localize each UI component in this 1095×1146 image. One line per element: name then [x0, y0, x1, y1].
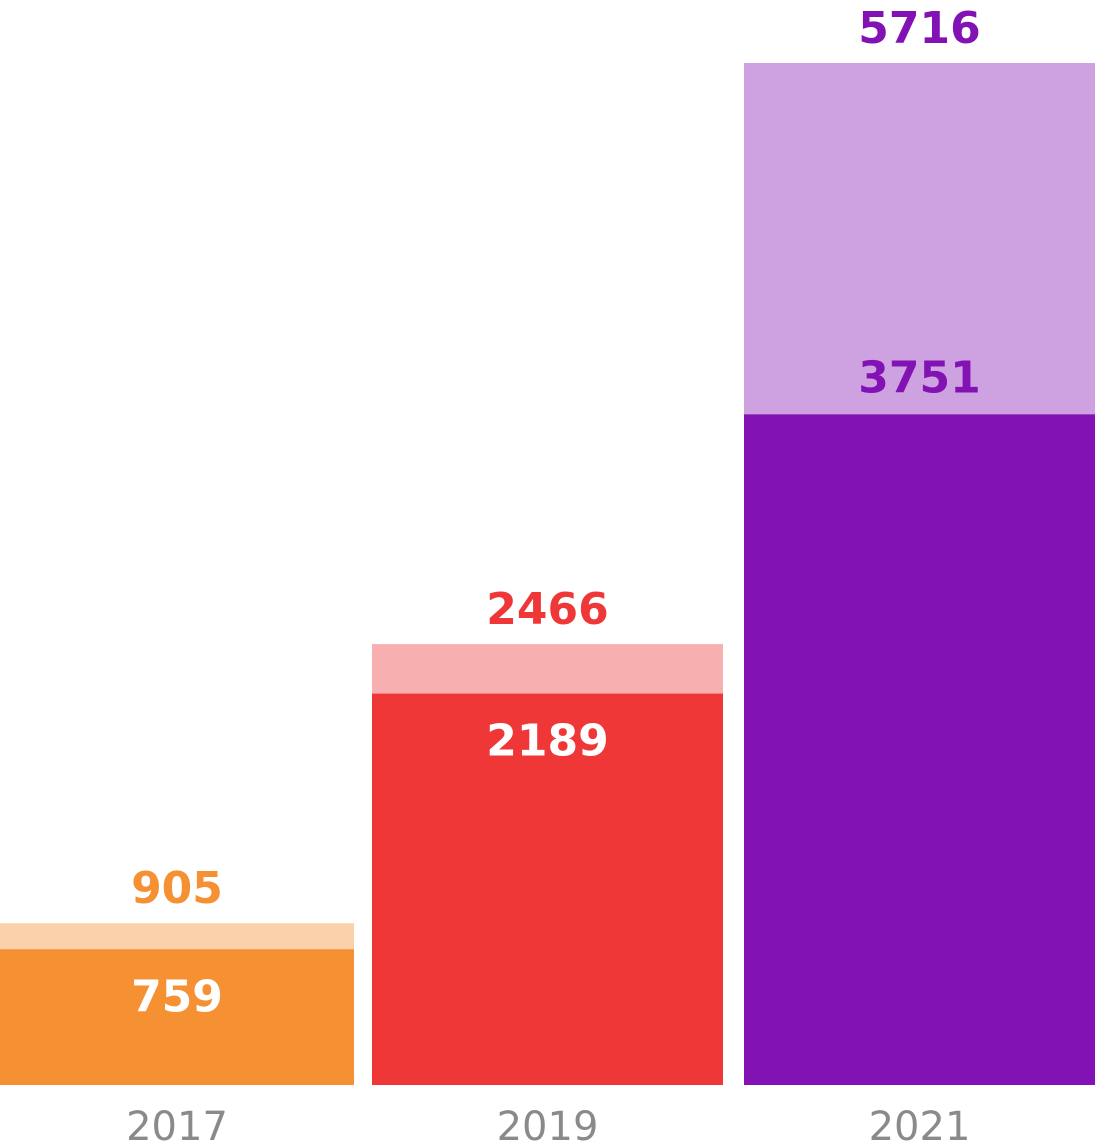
x-tick-label-2019: 2019 — [497, 1104, 599, 1146]
bar-inner-2021 — [744, 414, 1095, 1085]
total-value-label-2017: 905 — [131, 863, 223, 914]
inner-value-label-2021: 3751 — [858, 352, 980, 403]
x-tick-label-2021: 2021 — [869, 1104, 971, 1146]
bar-inner-2017 — [0, 949, 354, 1085]
x-tick-label-2017: 2017 — [126, 1104, 228, 1146]
total-value-label-2019: 2466 — [486, 584, 608, 635]
bar-inner-2019 — [372, 693, 723, 1085]
inner-value-label-2019: 2189 — [486, 716, 608, 767]
total-value-label-2021: 5716 — [858, 3, 980, 54]
inner-value-label-2017: 759 — [131, 971, 223, 1022]
